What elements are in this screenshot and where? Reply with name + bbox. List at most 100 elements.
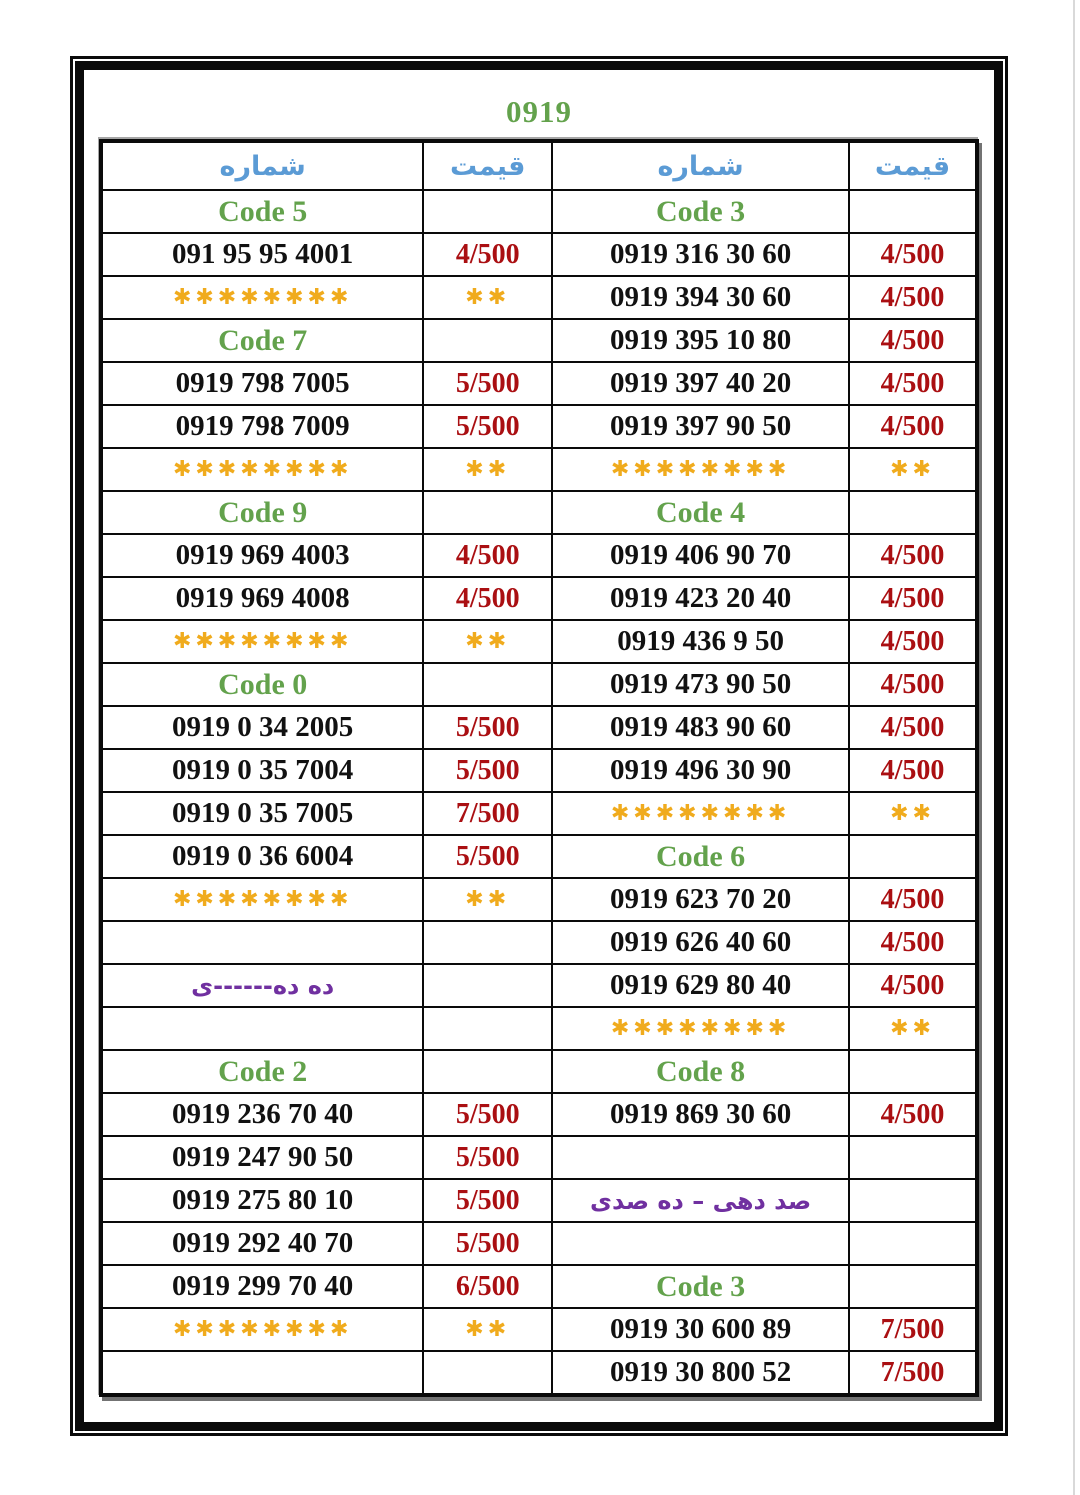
phone-number-cell: 0919 236 70 40 — [99, 1092, 425, 1137]
phone-number-cell: 0919 969 4003 — [99, 533, 425, 578]
empty-cell — [99, 920, 425, 965]
phone-number-cell: 0919 394 30 60 — [551, 275, 851, 320]
phone-number-cell: 0919 0 35 7004 — [99, 748, 425, 793]
price-cell: 4/500 — [422, 576, 554, 621]
empty-cell — [848, 1264, 978, 1309]
note-cell: صد دهی – ده صدی — [551, 1178, 851, 1223]
phone-number-cell: 0919 629 80 40 — [551, 963, 851, 1008]
empty-cell — [422, 189, 554, 234]
table-row: 0919 0 35 7005 7/500 ✱✱✱✱✱✱✱✱ ✱✱ — [99, 791, 978, 836]
table-row: 0919 969 4003 4/500 0919 406 90 70 4/500 — [99, 533, 978, 578]
price-cell: 4/500 — [848, 662, 978, 707]
table-row: 0919 626 40 60 4/500 — [99, 920, 978, 965]
price-cell: 4/500 — [422, 232, 554, 277]
empty-cell — [422, 490, 554, 535]
table-row: 0919 275 80 10 5/500 صد دهی – ده صدی — [99, 1178, 978, 1223]
stars-cell: ✱✱ — [422, 1307, 554, 1352]
empty-cell — [422, 662, 554, 707]
table-body: Code 5 Code 3 091 95 95 4001 4/500 0919 316 … — [99, 189, 978, 1396]
empty-cell — [848, 490, 978, 535]
table-row: 0919 30 800 52 7/500 — [99, 1350, 978, 1396]
table-row: ✱✱✱✱✱✱✱✱ ✱✱ 0919 394 30 60 4/500 — [99, 275, 978, 320]
empty-cell — [422, 1350, 554, 1396]
phone-number-cell: 0919 397 40 20 — [551, 361, 851, 406]
phone-number-cell: 0919 0 35 7005 — [99, 791, 425, 836]
stars-cell: ✱✱ — [422, 877, 554, 922]
code-label-cell: Code 8 — [551, 1049, 851, 1094]
empty-cell — [551, 1135, 851, 1180]
price-cell: 5/500 — [422, 1221, 554, 1266]
phone-number-cell: 0919 869 30 60 — [551, 1092, 851, 1137]
phone-number-cell: 0919 30 800 52 — [551, 1350, 851, 1396]
code-label-cell: Code 0 — [99, 662, 425, 707]
empty-cell — [848, 1178, 978, 1223]
empty-cell — [422, 1006, 554, 1051]
price-cell: 4/500 — [848, 877, 978, 922]
stars-cell: ✱✱✱✱✱✱✱✱ — [551, 791, 851, 836]
code-label-cell: Code 2 — [99, 1049, 425, 1094]
empty-cell — [422, 963, 554, 1008]
phone-number-cell: 091 95 95 4001 — [99, 232, 425, 277]
table-row: 0919 798 7005 5/500 0919 397 40 20 4/500 — [99, 361, 978, 406]
column-header-price-left: قیمت — [422, 140, 554, 191]
column-header-price-right: قیمت — [848, 140, 978, 191]
note-cell: ده ده------ی — [99, 963, 425, 1008]
table-row: ✱✱✱✱✱✱✱✱ ✱✱ 0919 436 9 50 4/500 — [99, 619, 978, 664]
code-label-cell: Code 4 — [551, 490, 851, 535]
phone-number-cell: 0919 0 36 6004 — [99, 834, 425, 879]
price-cell: 4/500 — [848, 619, 978, 664]
price-cell: 5/500 — [422, 834, 554, 879]
price-cell: 7/500 — [848, 1350, 978, 1396]
phone-number-cell: 0919 299 70 40 — [99, 1264, 425, 1309]
price-cell: 4/500 — [848, 232, 978, 277]
code-label-cell: Code 3 — [551, 1264, 851, 1309]
phone-number-cell: 0919 0 34 2005 — [99, 705, 425, 750]
table-row: ✱✱✱✱✱✱✱✱ ✱✱ ✱✱✱✱✱✱✱✱ ✱✱ — [99, 447, 978, 492]
phone-number-cell: 0919 30 600 89 — [551, 1307, 851, 1352]
phone-number-cell: 0919 406 90 70 — [551, 533, 851, 578]
stars-cell: ✱✱✱✱✱✱✱✱ — [99, 447, 425, 492]
price-table: شماره قیمت شماره قیمت Code 5 Code 3 091 95… — [99, 139, 979, 1397]
stars-cell: ✱✱ — [848, 791, 978, 836]
page-title: 0919 — [506, 94, 572, 129]
stars-cell: ✱✱ — [422, 275, 554, 320]
price-cell: 4/500 — [848, 404, 978, 449]
empty-cell — [422, 1049, 554, 1094]
table-row: Code 7 0919 395 10 80 4/500 — [99, 318, 978, 363]
code-label-cell: Code 3 — [551, 189, 851, 234]
price-cell: 4/500 — [848, 920, 978, 965]
stars-cell: ✱✱ — [848, 1006, 978, 1051]
price-cell: 5/500 — [422, 748, 554, 793]
table-row: 0919 798 7009 5/500 0919 397 90 50 4/500 — [99, 404, 978, 449]
table-row: 0919 0 34 2005 5/500 0919 483 90 60 4/500 — [99, 705, 978, 750]
price-cell: 4/500 — [422, 533, 554, 578]
header-row: شماره قیمت شماره قیمت — [99, 140, 978, 191]
stars-cell: ✱✱✱✱✱✱✱✱ — [99, 877, 425, 922]
price-cell: 5/500 — [422, 404, 554, 449]
phone-number-cell: 0919 397 90 50 — [551, 404, 851, 449]
price-cell: 5/500 — [422, 705, 554, 750]
table-row: Code 9 Code 4 — [99, 490, 978, 535]
table-row: 0919 0 36 6004 5/500 Code 6 — [99, 834, 978, 879]
stars-cell: ✱✱✱✱✱✱✱✱ — [551, 1006, 851, 1051]
table-row: ده ده------ی 0919 629 80 40 4/500 — [99, 963, 978, 1008]
empty-cell — [99, 1006, 425, 1051]
phone-number-cell: 0919 623 70 20 — [551, 877, 851, 922]
phone-number-cell: 0919 626 40 60 — [551, 920, 851, 965]
price-cell: 5/500 — [422, 1092, 554, 1137]
empty-cell — [422, 920, 554, 965]
phone-number-cell: 0919 483 90 60 — [551, 705, 851, 750]
price-cell: 5/500 — [422, 361, 554, 406]
price-cell: 6/500 — [422, 1264, 554, 1309]
table-row: ✱✱✱✱✱✱✱✱ ✱✱ 0919 30 600 89 7/500 — [99, 1307, 978, 1352]
empty-cell — [99, 1350, 425, 1396]
price-cell: 7/500 — [848, 1307, 978, 1352]
empty-cell — [848, 1049, 978, 1094]
table-row: 0919 236 70 40 5/500 0919 869 30 60 4/500 — [99, 1092, 978, 1137]
phone-number-cell: 0919 292 40 70 — [99, 1221, 425, 1266]
phone-number-cell: 0919 969 4008 — [99, 576, 425, 621]
table-row: 0919 969 4008 4/500 0919 423 20 40 4/500 — [99, 576, 978, 621]
code-label-cell: Code 7 — [99, 318, 425, 363]
